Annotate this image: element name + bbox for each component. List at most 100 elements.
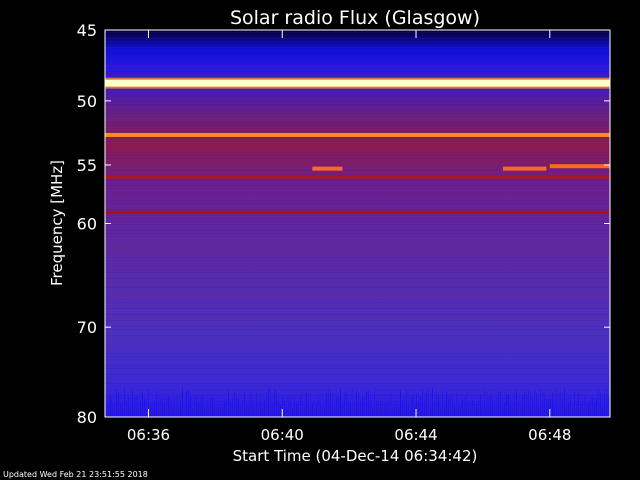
noise-streak: [472, 400, 473, 417]
noise-streak: [550, 398, 551, 417]
noise-streak: [370, 393, 371, 417]
x-tick-label: 06:36: [127, 426, 170, 444]
noise-streak: [144, 399, 145, 417]
texture-row: [105, 245, 610, 246]
noise-streak: [584, 395, 585, 417]
texture-row: [105, 368, 610, 369]
noise-streak: [142, 392, 143, 417]
noise-streak: [512, 408, 513, 417]
noise-streak: [386, 402, 387, 417]
noise-streak: [110, 396, 111, 417]
x-axis: 06:36 06:40 06:44 06:48: [127, 30, 571, 444]
noise-streak: [218, 405, 219, 417]
noise-streak: [342, 403, 343, 417]
texture-row: [105, 188, 610, 189]
texture-row: [105, 128, 610, 129]
texture-row: [105, 386, 610, 387]
noise-streak: [530, 391, 531, 417]
texture-row: [105, 341, 610, 342]
noise-streak: [156, 391, 157, 417]
texture-row: [105, 137, 610, 138]
noise-streak: [576, 403, 577, 417]
noise-streak: [426, 393, 427, 417]
noise-streak: [140, 400, 141, 417]
noise-streak: [552, 392, 553, 417]
noise-streak: [578, 394, 579, 417]
texture-row: [105, 284, 610, 285]
noise-streak: [180, 399, 181, 417]
noise-streak: [378, 400, 379, 417]
noise-streak: [418, 401, 419, 417]
noise-streak: [298, 403, 299, 417]
texture-row: [105, 41, 610, 42]
noise-streak: [234, 391, 235, 417]
texture-row: [105, 155, 610, 156]
noise-streak: [354, 402, 355, 417]
noise-streak: [296, 403, 297, 417]
y-tick-label: 50: [77, 92, 97, 111]
noise-streak: [128, 396, 129, 417]
noise-streak: [504, 402, 505, 417]
noise-streak: [596, 398, 597, 417]
noise-streak: [390, 393, 391, 417]
noise-streak: [502, 406, 503, 417]
emission-line: [502, 166, 547, 171]
texture-row: [105, 377, 610, 378]
texture-row: [105, 77, 610, 78]
y-tick-label: 80: [77, 408, 97, 427]
noise-streak: [360, 401, 361, 417]
noise-streak: [192, 408, 193, 417]
noise-streak: [236, 395, 237, 417]
noise-streak: [168, 396, 169, 417]
noise-streak: [148, 389, 149, 417]
noise-streak: [186, 390, 187, 417]
texture-row: [105, 95, 610, 96]
noise-streak: [228, 389, 229, 417]
noise-streak: [536, 393, 537, 417]
noise-streak: [154, 401, 155, 417]
emission-line: [105, 79, 610, 87]
texture-row: [105, 203, 610, 204]
texture-row: [105, 215, 610, 216]
texture-row: [105, 122, 610, 123]
noise-streak: [540, 388, 541, 417]
noise-streak: [364, 396, 365, 417]
noise-streak: [600, 393, 601, 417]
noise-streak: [276, 389, 277, 417]
texture-row: [105, 35, 610, 36]
noise-streak: [206, 406, 207, 417]
texture-row: [105, 92, 610, 93]
noise-streak: [436, 391, 437, 417]
noise-streak: [542, 390, 543, 417]
texture-row: [105, 356, 610, 357]
texture-row: [105, 71, 610, 72]
texture-row: [105, 101, 610, 102]
noise-streak: [522, 394, 523, 417]
noise-streak: [400, 390, 401, 417]
noise-streak: [178, 407, 179, 417]
texture-row: [105, 125, 610, 126]
texture-row: [105, 338, 610, 339]
noise-streak: [242, 399, 243, 417]
texture-row: [105, 233, 610, 234]
texture-row: [105, 146, 610, 147]
texture-row: [105, 299, 610, 300]
noise-streak: [480, 394, 481, 417]
texture-row: [105, 179, 610, 180]
noise-streak: [440, 406, 441, 417]
noise-streak: [202, 394, 203, 417]
noise-streak: [478, 401, 479, 417]
noise-streak: [460, 406, 461, 417]
noise-streak: [412, 394, 413, 417]
noise-streak: [362, 396, 363, 417]
texture-row: [105, 68, 610, 69]
noise-streak: [562, 398, 563, 417]
texture-row: [105, 218, 610, 219]
texture-row: [105, 164, 610, 165]
noise-streak: [184, 405, 185, 417]
texture-row: [105, 350, 610, 351]
noise-streak: [130, 406, 131, 417]
texture-row: [105, 257, 610, 258]
texture-row: [105, 335, 610, 336]
texture-row: [105, 266, 610, 267]
